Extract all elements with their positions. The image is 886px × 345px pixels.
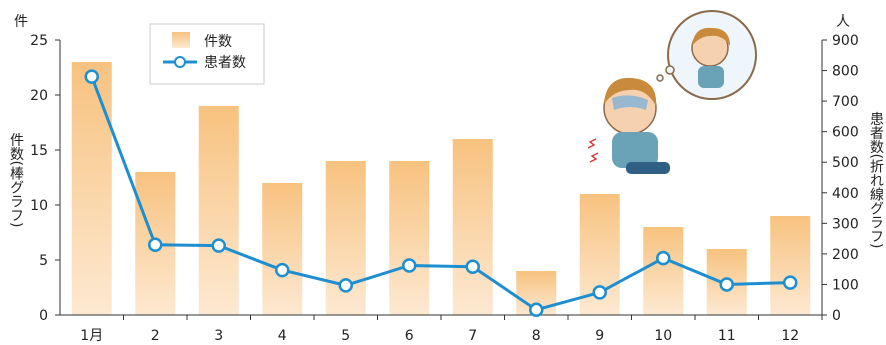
right-tick-label: 0 <box>832 308 841 324</box>
line-series <box>84 69 798 318</box>
bar-4 <box>262 183 303 315</box>
x-tick-label: 11 <box>718 328 736 344</box>
left-axis-label: 件数(棒グラフ) <box>8 133 24 228</box>
right-tick-label: 500 <box>832 155 859 171</box>
right-tick-label: 200 <box>832 247 859 263</box>
right-tick-label: 400 <box>832 186 859 202</box>
line-point-9 <box>592 285 607 300</box>
legend-line-marker <box>174 56 186 68</box>
x-tick-label: 5 <box>341 328 350 344</box>
left-tick-label: 15 <box>30 143 48 159</box>
line-point-6 <box>402 258 417 273</box>
left-axis-unit: 件 <box>14 14 28 30</box>
sick-child-hair <box>604 77 657 106</box>
sick-child-legs <box>626 162 670 174</box>
line-point-8 <box>529 302 544 318</box>
line-point-5 <box>338 278 353 293</box>
right-tick-label: 300 <box>832 216 859 232</box>
line-point-2 <box>148 237 163 252</box>
sick-child-body <box>612 132 658 168</box>
legend: 件数 患者数 <box>149 23 265 85</box>
x-tick-label: 9 <box>595 328 604 344</box>
right-axis-label: 患者数(折れ線グラフ) <box>868 112 884 249</box>
line-point-12 <box>783 275 798 290</box>
x-tick-label: 6 <box>405 328 414 344</box>
tick-labels: 051015202501002003004005006007008009001月… <box>30 33 859 344</box>
left-tick-label: 20 <box>30 88 48 104</box>
right-tick-label: 800 <box>832 64 859 80</box>
legend-bar-label: 件数 <box>204 34 232 50</box>
left-tick-label: 0 <box>39 308 48 324</box>
bar-10 <box>643 227 684 315</box>
line-point-11 <box>719 277 734 292</box>
x-tick-label: 1月 <box>80 328 103 344</box>
right-tick-label: 100 <box>832 277 859 293</box>
x-tick-label: 2 <box>151 328 160 344</box>
left-tick-label: 10 <box>30 198 48 214</box>
thought-dot <box>665 65 675 75</box>
patients-line <box>90 76 791 312</box>
legend-bar-swatch <box>172 32 190 48</box>
bar-12 <box>770 216 811 315</box>
right-tick-label: 600 <box>832 125 859 141</box>
bar-7 <box>452 139 493 315</box>
line-point-7 <box>465 259 480 274</box>
sick-child-illustration <box>587 10 757 174</box>
left-tick-label: 5 <box>39 253 48 269</box>
bubble-child-hair <box>692 27 730 46</box>
bubble-child-body <box>698 66 724 88</box>
line-point-10 <box>656 250 671 266</box>
axes <box>55 39 827 320</box>
bar-6 <box>389 161 430 315</box>
sick-child-shade <box>612 95 648 110</box>
line-point-4 <box>275 262 290 278</box>
right-tick-label: 900 <box>832 33 859 49</box>
thought-dot <box>656 74 664 82</box>
x-tick-label: 7 <box>468 328 477 344</box>
right-axis-unit: 人 <box>836 14 850 30</box>
shiver-lines <box>587 138 599 163</box>
bar-3 <box>198 106 239 315</box>
x-tick-label: 4 <box>278 328 287 344</box>
right-tick-label: 700 <box>832 94 859 110</box>
legend-line-label: 患者数 <box>204 55 246 71</box>
bar-series <box>71 62 811 315</box>
bar-1 <box>71 62 112 315</box>
line-point-1 <box>84 69 99 84</box>
x-tick-label: 12 <box>781 328 799 344</box>
x-tick-label: 10 <box>654 328 672 344</box>
x-tick-label: 3 <box>214 328 223 344</box>
left-tick-label: 25 <box>30 33 48 49</box>
line-point-3 <box>211 238 226 253</box>
legend-box <box>149 23 265 85</box>
x-tick-label: 8 <box>532 328 541 344</box>
